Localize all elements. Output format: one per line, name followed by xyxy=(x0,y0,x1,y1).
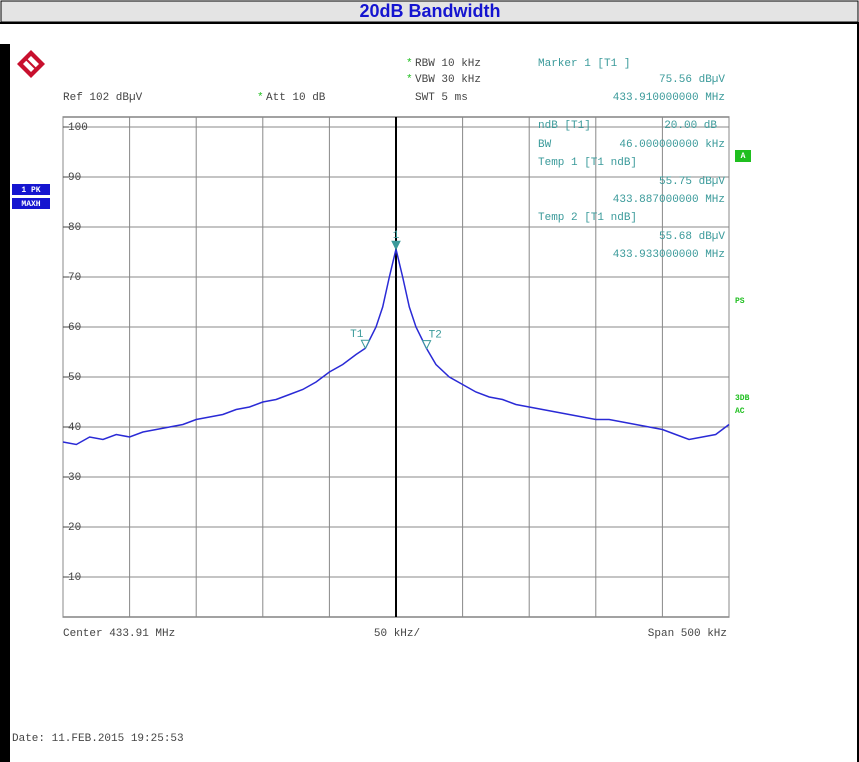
flag: * xyxy=(406,74,413,86)
y-tick-label: 30 xyxy=(68,472,81,484)
y-tick-label: 100 xyxy=(68,122,88,134)
marker-info: BW xyxy=(538,139,552,151)
y-tick-label: 40 xyxy=(68,422,81,434)
trace-label: MAXH xyxy=(21,200,40,209)
y-tick-label: 70 xyxy=(68,272,81,284)
marker-table: ndB [T1] 20.00 dB BW 46.000000000 kHz Te… xyxy=(538,120,725,261)
side-label: A xyxy=(741,152,746,161)
title-border xyxy=(0,22,859,24)
att: Att 10 dB xyxy=(266,92,326,104)
marker-info: 46.000000000 kHz xyxy=(619,139,725,151)
swt: SWT 5 ms xyxy=(415,92,468,104)
marker-info: Temp 2 [T1 ndB] xyxy=(538,212,637,224)
rbw: RBW 10 kHz xyxy=(415,58,481,70)
ref: Ref 102 dBµV xyxy=(63,92,143,104)
marker-info: 433.887000000 MHz xyxy=(613,194,725,206)
marker xyxy=(421,340,432,350)
side-label: 3DB xyxy=(735,394,750,403)
trace-badge xyxy=(12,198,50,209)
flag: * xyxy=(257,92,264,104)
marker xyxy=(360,339,371,350)
trace-badge xyxy=(12,184,50,195)
y-tick-label: 20 xyxy=(68,522,81,534)
y-tick-label: 80 xyxy=(68,222,81,234)
marker-info: 20.00 dB xyxy=(664,120,717,132)
trace-label: 1 PK xyxy=(21,186,40,195)
marker xyxy=(391,240,401,251)
right-border xyxy=(857,22,859,762)
y-tick-label: 90 xyxy=(68,172,81,184)
marker-info: Temp 1 [T1 ndB] xyxy=(538,157,637,169)
span-label: Span 500 kHz xyxy=(648,628,727,640)
side-label: PS xyxy=(735,297,745,306)
plot: 10 20 30 40 50 60 70 80 90 100 1 T1 T2 xyxy=(62,116,730,618)
flag: * xyxy=(406,58,413,70)
marker-info: 55.75 dBµV xyxy=(659,176,725,188)
side-badge xyxy=(735,150,751,162)
vbw: VBW 30 kHz xyxy=(415,74,481,86)
chart-title: 20dB Bandwidth xyxy=(359,1,500,21)
center-label: Center 433.91 MHz xyxy=(63,628,175,640)
side-label: AC xyxy=(735,407,745,416)
logo xyxy=(17,50,45,78)
marker-info: 55.68 dBµV xyxy=(659,231,725,243)
marker-label: T2 xyxy=(429,330,442,342)
left-border xyxy=(0,44,10,762)
y-tick-label: 10 xyxy=(68,572,81,584)
marker-label: 1 xyxy=(393,230,400,242)
date: Date: 11.FEB.2015 19:25:53 xyxy=(12,733,184,745)
marker-info: 75.56 dBµV xyxy=(659,74,725,86)
div-label: 50 kHz/ xyxy=(374,628,420,640)
marker-info: ndB [T1] xyxy=(538,120,591,132)
y-tick-label: 60 xyxy=(68,322,81,334)
marker-info: Marker 1 [T1 ] xyxy=(538,58,630,70)
y-tick-label: 50 xyxy=(68,372,81,384)
marker-info: 433.910000000 MHz xyxy=(613,92,725,104)
marker-label: T1 xyxy=(350,329,364,341)
marker-info: 433.933000000 MHz xyxy=(613,249,725,261)
